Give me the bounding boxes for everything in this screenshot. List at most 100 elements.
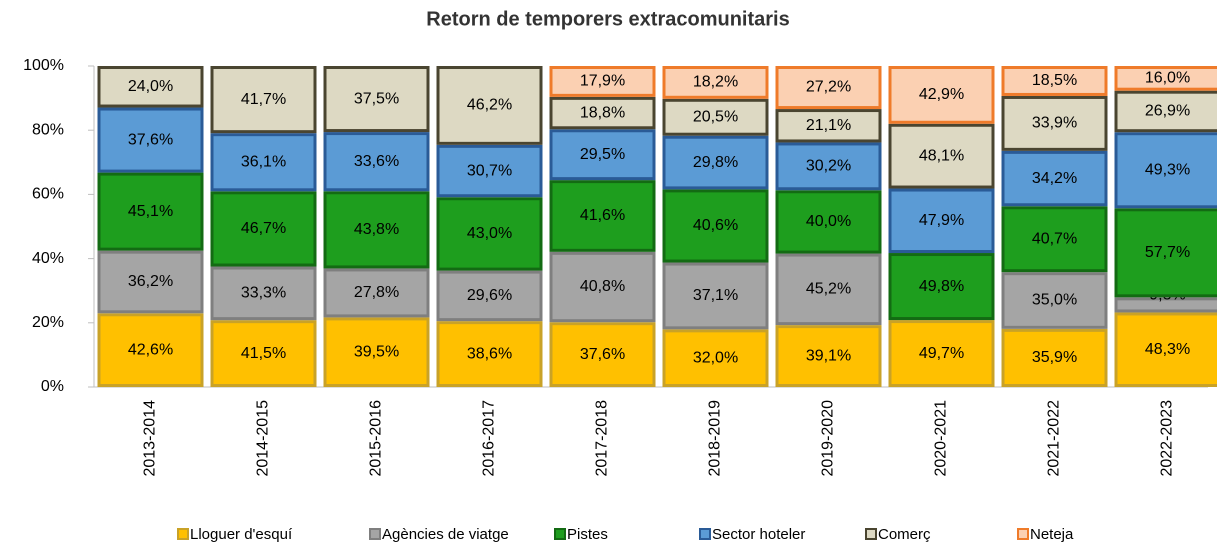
data-label: 33,3% <box>241 285 286 302</box>
data-label: 33,9% <box>1032 115 1077 132</box>
bar-segment <box>549 129 656 181</box>
data-label: 34,2% <box>1032 170 1077 187</box>
bar-segment <box>323 317 430 388</box>
bar-segment <box>662 189 769 263</box>
x-tick-label: 2016-2017 <box>481 400 498 477</box>
data-label: 49,7% <box>919 345 964 362</box>
x-tick-label: 2015-2016 <box>368 400 385 477</box>
y-tick-label: 80% <box>32 121 64 138</box>
y-tick-label: 100% <box>23 57 64 74</box>
bar-segment <box>97 107 204 173</box>
bar-segment <box>323 66 430 133</box>
bar-segment <box>775 109 882 143</box>
data-label: 30,2% <box>806 158 851 175</box>
data-label: 37,1% <box>693 287 738 304</box>
data-label: 17,9% <box>580 73 625 90</box>
bar-segment <box>662 66 769 99</box>
data-label: 27,8% <box>354 284 399 301</box>
data-label: 47,9% <box>919 212 964 229</box>
bar-segment <box>1001 66 1108 96</box>
data-label: 39,1% <box>806 347 851 364</box>
data-label: 18,2% <box>693 74 738 91</box>
data-label: 57,7% <box>1145 244 1190 261</box>
data-label: 41,7% <box>241 91 286 108</box>
bar-segment <box>436 144 543 198</box>
data-label: 29,5% <box>580 146 625 163</box>
bar-segment <box>210 191 317 267</box>
data-label: 42,6% <box>128 341 173 358</box>
legend-swatch <box>369 528 381 540</box>
x-tick-label: 2018-2019 <box>707 400 724 477</box>
data-label: 49,3% <box>1145 161 1190 178</box>
bar-segment <box>1114 208 1217 298</box>
legend-swatch <box>1017 528 1029 540</box>
data-label: 45,1% <box>128 203 173 220</box>
bar-segment <box>549 66 656 97</box>
bar-segment <box>775 253 882 326</box>
y-tick-label: 0% <box>41 378 64 395</box>
data-label: 42,9% <box>919 86 964 103</box>
bar-segment <box>97 172 204 251</box>
bar-segment <box>210 266 317 321</box>
data-label: 40,6% <box>693 217 738 234</box>
x-tick-label: 2022-2023 <box>1159 400 1176 477</box>
bar-segment <box>323 191 430 269</box>
x-tick-label: 2013-2014 <box>142 400 159 477</box>
bar-segment <box>662 135 769 190</box>
legend-label: Sector hoteler <box>712 526 805 543</box>
data-label: 37,5% <box>354 90 399 107</box>
data-label: 43,8% <box>354 221 399 238</box>
data-label: 27,2% <box>806 79 851 96</box>
x-tick-label: 2017-2018 <box>594 400 611 477</box>
bar-segment <box>775 142 882 191</box>
data-label: 18,8% <box>580 104 625 121</box>
data-label: 40,8% <box>580 278 625 295</box>
bar-segment <box>549 96 656 130</box>
bar-segment <box>888 320 995 387</box>
chart-title: Retorn de temporers extracomunitaris <box>426 8 789 30</box>
bar-segment <box>888 188 995 254</box>
x-tick-label: 2021-2022 <box>1046 400 1063 477</box>
data-label: 36,2% <box>128 273 173 290</box>
bar-segment <box>97 250 204 314</box>
legend-label: Comerç <box>878 526 931 543</box>
legend-swatch <box>865 528 877 540</box>
data-label: 41,5% <box>241 345 286 362</box>
bar-segment <box>662 329 769 387</box>
legend-label: Neteja <box>1030 526 1074 543</box>
y-tick-label: 40% <box>32 250 64 267</box>
data-label: 37,6% <box>128 131 173 148</box>
data-label: 24,0% <box>128 78 173 95</box>
bar-segment <box>775 190 882 254</box>
bar-segment <box>323 268 430 318</box>
bar-segment <box>1114 312 1217 387</box>
x-tick-label: 2019-2020 <box>820 400 837 477</box>
bar-segment <box>436 270 543 322</box>
bar-segment <box>775 325 882 388</box>
data-label: 32,0% <box>693 349 738 366</box>
bar-segment <box>1114 132 1217 209</box>
legend-swatch <box>177 528 189 540</box>
data-label: 40,7% <box>1032 230 1077 247</box>
bar-segment <box>210 66 317 134</box>
data-label: 20,5% <box>693 108 738 125</box>
bar-segment <box>549 251 656 323</box>
bar-segment <box>1001 328 1108 387</box>
data-label: 35,0% <box>1032 292 1077 309</box>
data-label: 37,6% <box>580 346 625 363</box>
y-tick-label: 20% <box>32 314 64 331</box>
bar-segment <box>1114 66 1217 91</box>
data-label: 29,6% <box>467 287 512 304</box>
legend-swatch <box>554 528 566 540</box>
bar-segment <box>888 123 995 189</box>
bar-segment <box>436 197 543 271</box>
bar-segment <box>210 320 317 388</box>
bar-segment <box>549 180 656 252</box>
legend-label: Pistes <box>567 526 608 543</box>
x-tick-label: 2020-2021 <box>933 400 950 477</box>
data-label: 36,1% <box>241 153 286 170</box>
data-label: 45,2% <box>806 281 851 298</box>
data-label: 46,7% <box>241 220 286 237</box>
legend-swatch <box>699 528 711 540</box>
bar-segment <box>662 98 769 136</box>
